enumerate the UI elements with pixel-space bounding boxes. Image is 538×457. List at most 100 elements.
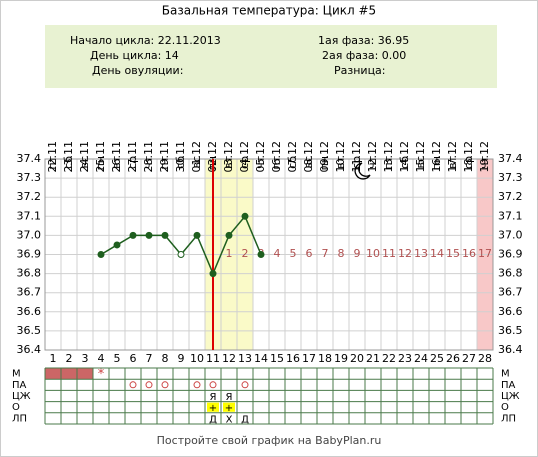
post-ovulation-day: 9 xyxy=(354,247,361,260)
temperature-point xyxy=(225,231,233,239)
post-ovulation-day: 14 xyxy=(430,247,444,260)
date-label: 18.12 xyxy=(462,141,475,173)
post-ovulation-day: 6 xyxy=(306,247,313,260)
filled-cell xyxy=(223,402,235,412)
date-label: 02.12 xyxy=(206,141,219,173)
x-tick-label: 15 xyxy=(270,352,284,365)
info-text: День цикла: 14 xyxy=(90,49,179,62)
filled-cell xyxy=(61,368,77,380)
temperature-point xyxy=(161,231,169,239)
weekday-label: пн xyxy=(318,156,331,170)
weekday-label: пн xyxy=(94,156,107,170)
y-tick-label: 37.4 xyxy=(17,152,42,165)
y-tick-label: 37.1 xyxy=(498,209,523,222)
info-box xyxy=(45,25,497,88)
x-tick-label: 1 xyxy=(50,352,57,365)
footer: Постройте свой график на BabyPlan.ru xyxy=(157,434,382,447)
x-tick-label: 28 xyxy=(478,352,492,365)
date-label: 07.12 xyxy=(286,141,299,173)
post-ovulation-day: 5 xyxy=(290,247,297,260)
row-label: ЦЖ xyxy=(501,391,520,402)
date-label: 13.12 xyxy=(382,141,395,173)
temperature-point xyxy=(145,231,153,239)
x-tick-label: 9 xyxy=(178,352,185,365)
y-tick-label: 37.2 xyxy=(498,190,523,203)
date-label: 12.12 xyxy=(366,141,379,173)
weekday-label: вс xyxy=(190,156,203,169)
chart-title: Базальная температура: Цикл #5 xyxy=(162,4,376,18)
post-ovulation-day: 13 xyxy=(414,247,428,260)
x-tick-label: 7 xyxy=(146,352,153,365)
weekday-label: вт xyxy=(334,155,347,168)
x-tick-label: 10 xyxy=(190,352,204,365)
x-tick-label: 19 xyxy=(334,352,348,365)
row-label: ЛП xyxy=(501,413,516,424)
x-tick-label: 2 xyxy=(66,352,73,365)
weekday-label: чт xyxy=(254,155,267,168)
post-ovulation-day: 1 xyxy=(226,247,233,260)
temperature-point xyxy=(97,251,105,258)
row-label: М xyxy=(12,369,21,380)
info-text: Начало цикла: 22.11.2013 xyxy=(70,34,221,47)
weekday-label: сб xyxy=(62,156,75,169)
cell-text: Х xyxy=(226,414,233,425)
x-tick-label: 17 xyxy=(302,352,316,365)
date-label: 29.11 xyxy=(158,141,171,173)
y-tick-label: 37.0 xyxy=(498,228,523,241)
date-label: 30.11 xyxy=(174,141,187,173)
weekday-label: пт xyxy=(270,155,283,169)
weekday-label: ср xyxy=(238,156,251,169)
y-tick-label: 36.9 xyxy=(498,248,523,261)
x-tick-label: 5 xyxy=(114,352,121,365)
cell-circle xyxy=(209,381,217,389)
date-label: 26.11 xyxy=(110,141,123,173)
cell-text: Д xyxy=(241,414,249,425)
date-label: 08.12 xyxy=(302,141,315,173)
info-text: 2ая фаза: 0.00 xyxy=(322,49,406,62)
post-ovulation-day: 2 xyxy=(242,247,249,260)
x-tick-label: 25 xyxy=(430,352,444,365)
y-tick-label: 37.4 xyxy=(498,152,523,165)
y-tick-label: 36.8 xyxy=(17,267,42,280)
y-tick-label: 37.3 xyxy=(17,171,42,184)
y-tick-label: 37.3 xyxy=(498,171,523,184)
weekday-label: вт xyxy=(222,155,235,168)
y-tick-label: 37.0 xyxy=(17,228,42,241)
x-tick-label: 22 xyxy=(382,352,396,365)
date-label: 27.11 xyxy=(126,141,139,173)
x-tick-label: 11 xyxy=(206,352,220,365)
x-tick-label: 16 xyxy=(286,352,300,365)
post-ovulation-day: 11 xyxy=(382,247,396,260)
weekday-label: сб xyxy=(174,156,187,169)
x-tick-label: 24 xyxy=(414,352,428,365)
filled-cell xyxy=(77,368,93,380)
y-tick-label: 36.5 xyxy=(17,324,42,337)
weekday-label: вт xyxy=(110,155,123,168)
date-label: 01.12 xyxy=(190,141,203,173)
moon-icon xyxy=(354,162,371,180)
row-label: ПА xyxy=(501,380,516,391)
date-label: 22.11 xyxy=(46,141,59,173)
y-tick-label: 37.1 xyxy=(17,209,42,222)
date-label: 24.11 xyxy=(78,141,91,173)
date-label: 15.12 xyxy=(414,141,427,173)
post-ovulation-day: 17 xyxy=(478,247,492,260)
date-label: 09.12 xyxy=(318,141,331,173)
x-tick-label: 12 xyxy=(222,352,236,365)
y-tick-label: 36.7 xyxy=(498,286,523,299)
x-tick-label: 13 xyxy=(238,352,252,365)
date-label: 25.11 xyxy=(94,141,107,173)
x-tick-label: 18 xyxy=(318,352,332,365)
row-label: ПА xyxy=(12,380,27,391)
weekday-label: вс xyxy=(414,156,427,169)
date-label: 16.12 xyxy=(430,141,443,173)
x-tick-label: 26 xyxy=(446,352,460,365)
x-tick-label: 8 xyxy=(162,352,169,365)
y-tick-label: 36.9 xyxy=(17,248,42,261)
post-ovulation-day: 10 xyxy=(366,247,380,260)
x-tick-label: 4 xyxy=(98,352,105,365)
filled-cell xyxy=(45,368,61,380)
date-label: 17.12 xyxy=(446,141,459,173)
date-label: 03.12 xyxy=(222,141,235,173)
